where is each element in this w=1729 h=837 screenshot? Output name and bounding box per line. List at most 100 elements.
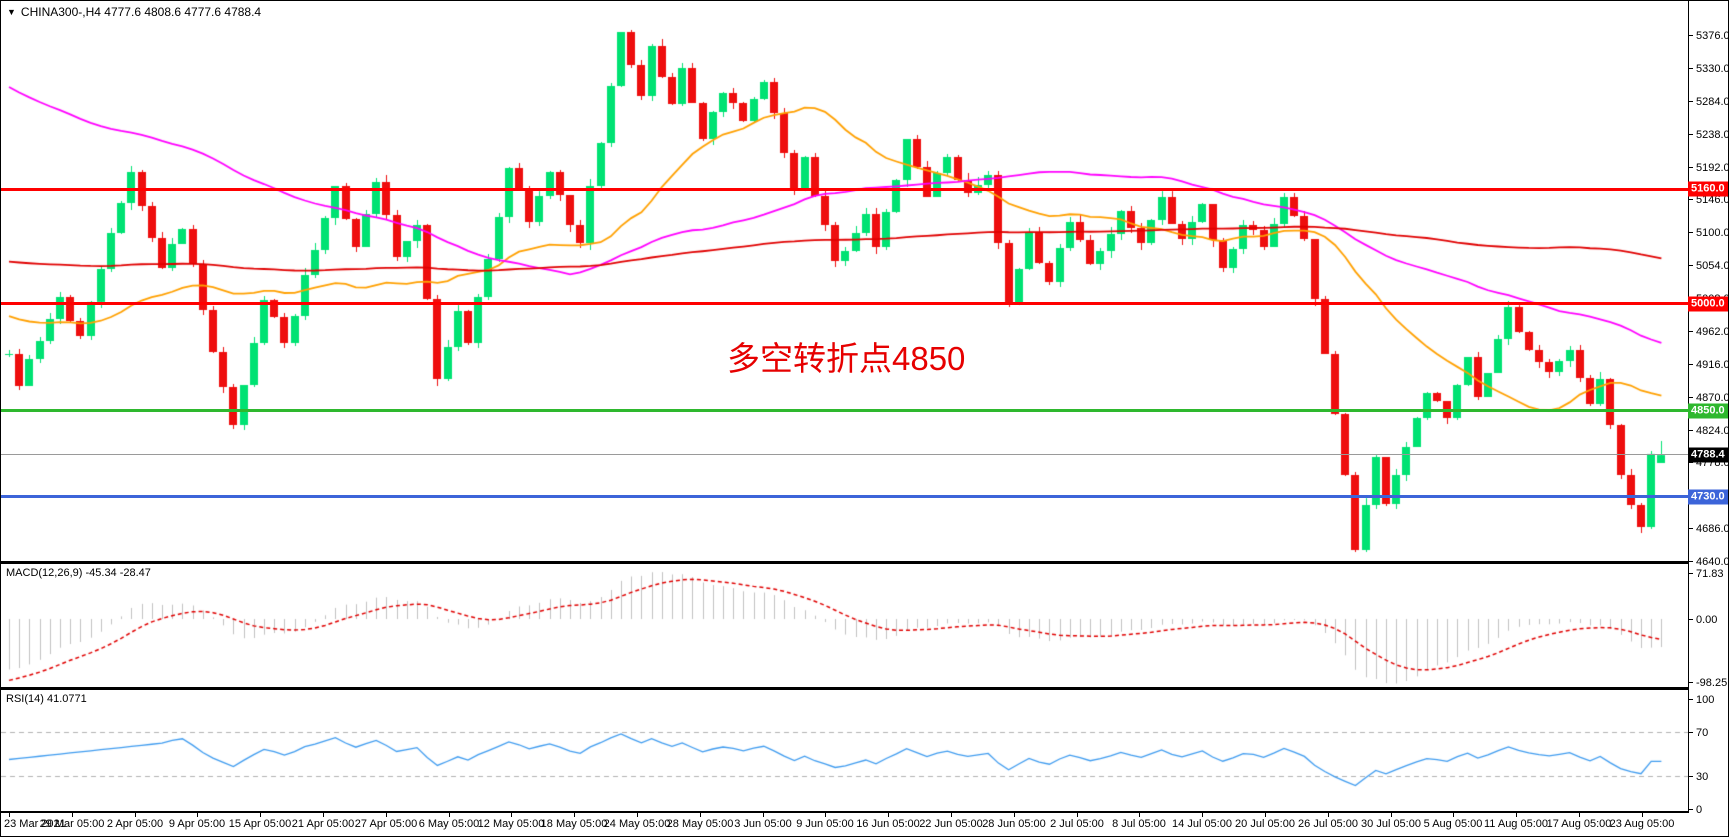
- macd-tick-label: 0.00: [1696, 613, 1718, 626]
- rsi-tick-label-tick: [1688, 776, 1693, 777]
- date-label: 18 May 05:00: [540, 818, 608, 830]
- price-tick-label: 4824.0: [1696, 424, 1729, 437]
- rsi-tick-label: 100: [1696, 693, 1715, 706]
- price-tick-label: 4962.0: [1696, 325, 1729, 338]
- date-label: 21 Apr 05:00: [291, 818, 355, 830]
- hline-pivot-4850[interactable]: [1, 409, 1688, 413]
- hline-support-4730[interactable]: [1, 495, 1688, 499]
- price-tick-label: 4870.0: [1696, 391, 1729, 404]
- macd-name: MACD(12,26,9): [6, 567, 83, 579]
- hline-current-price: [1, 454, 1688, 456]
- rsi-panel[interactable]: RSI(14) 41.0771: [1, 690, 1688, 811]
- price-tick-label: 5284.0: [1696, 95, 1729, 108]
- price-tick-label-tick: [1688, 430, 1693, 431]
- price-tick-label-tick: [1688, 364, 1693, 365]
- macd-tick-label-tick: [1688, 573, 1693, 574]
- main-chart-panel[interactable]: ▼ CHINA300-,H4 4777.6 4808.6 4777.6 4788.…: [1, 1, 1688, 561]
- price-scale[interactable]: 5376.0 5330.0 5284.0 5238.0 5192.0 5146.0 5100…: [1688, 1, 1729, 816]
- date-label: 23 Aug 05:00: [1609, 818, 1675, 830]
- price-tick-label-tick: [1688, 528, 1693, 529]
- date-tick: [1579, 813, 1580, 817]
- price-tick-label: 4686.0: [1696, 522, 1729, 535]
- rsi-label: RSI(14) 41.0771: [6, 693, 87, 705]
- date-tick: [888, 813, 889, 817]
- date-tick: [825, 813, 826, 817]
- price-badge-5000.0: 5000.0: [1688, 296, 1728, 312]
- rsi-tick-label: 0: [1696, 803, 1703, 816]
- date-label: 28 Jun 05:00: [982, 818, 1046, 830]
- macd-values: -45.34 -28.47: [85, 567, 151, 579]
- date-tick: [637, 813, 638, 817]
- date-label: 5 Aug 05:00: [1423, 818, 1483, 830]
- price-badge-5160.0: 5160.0: [1688, 181, 1728, 197]
- date-label: 24 May 05:00: [603, 818, 671, 830]
- date-tick: [1453, 813, 1454, 817]
- price-tick-label: 4916.0: [1696, 358, 1729, 371]
- date-label: 29 Mar 05:00: [39, 818, 105, 830]
- price-tick-label-tick: [1688, 561, 1693, 562]
- panel-separator-2[interactable]: [1, 687, 1688, 690]
- date-label: 12 May 05:00: [477, 818, 545, 830]
- price-tick-label-tick: [1688, 331, 1693, 332]
- date-tick: [1265, 813, 1266, 817]
- date-tick: [574, 813, 575, 817]
- price-tick-label-tick: [1688, 397, 1693, 398]
- price-tick-label-tick: [1688, 68, 1693, 69]
- date-tick: [323, 813, 324, 817]
- price-tick-label-tick: [1688, 167, 1693, 168]
- date-label: 23 Mar 2021: [4, 818, 66, 830]
- price-badge-4788.4: 4788.4: [1688, 447, 1728, 463]
- price-tick-label-tick: [1688, 101, 1693, 102]
- macd-tick-label: -98.25: [1696, 676, 1728, 689]
- price-tick-label: 5100.0: [1696, 226, 1729, 239]
- date-tick: [135, 813, 136, 817]
- candlestick-canvas[interactable]: [1, 1, 1688, 561]
- date-label: 28 May 05:00: [666, 818, 734, 830]
- date-tick: [951, 813, 952, 817]
- date-label: 3 Jun 05:00: [734, 818, 792, 830]
- symbol-marker-icon: ▼: [7, 7, 16, 17]
- price-tick-label: 5192.0: [1696, 161, 1729, 174]
- price-tick-label: 4640.0: [1696, 555, 1729, 568]
- price-tick-label: 5330.0: [1696, 62, 1729, 75]
- rsi-name: RSI(14): [6, 693, 44, 705]
- panel-separator-3: [1, 811, 1688, 813]
- hline-resistance-5160[interactable]: [1, 187, 1688, 191]
- price-tick-label: 5238.0: [1696, 128, 1729, 141]
- macd-panel[interactable]: MACD(12,26,9) -45.34 -28.47: [1, 564, 1688, 687]
- date-label: 9 Apr 05:00: [168, 818, 226, 830]
- price-tick-label-tick: [1688, 199, 1693, 200]
- time-axis[interactable]: 23 Mar 2021 29 Mar 05:00 2 Apr 05:00 9 Apr …: [1, 813, 1728, 836]
- price-tick-label-tick: [1688, 265, 1693, 266]
- rsi-tick-label-tick: [1688, 809, 1693, 810]
- annotation-text: 多空转折点4850: [727, 340, 966, 377]
- price-tick-label-tick: [1688, 232, 1693, 233]
- date-tick: [260, 813, 261, 817]
- macd-tick-label-tick: [1688, 682, 1693, 683]
- date-tick: [449, 813, 450, 817]
- hline-support-5000[interactable]: [1, 302, 1688, 306]
- price-badge-4850.0: 4850.0: [1688, 403, 1728, 419]
- chart-title: ▼ CHINA300-,H4 4777.6 4808.6 4777.6 4788.…: [7, 5, 261, 19]
- date-label: 22 Jun 05:00: [919, 818, 983, 830]
- rsi-tick-label: 30: [1696, 770, 1709, 783]
- date-label: 16 Jun 05:00: [856, 818, 920, 830]
- date-label: 15 Apr 05:00: [228, 818, 292, 830]
- date-label: 30 Jul 05:00: [1361, 818, 1421, 830]
- date-label: 17 Aug 05:00: [1546, 818, 1612, 830]
- date-tick: [72, 813, 73, 817]
- date-label: 14 Jul 05:00: [1172, 818, 1232, 830]
- date-label: 8 Jul 05:00: [1112, 818, 1166, 830]
- price-tick-label: 5376.0: [1696, 29, 1729, 42]
- date-tick: [1328, 813, 1329, 817]
- panel-separator-1[interactable]: [1, 561, 1688, 564]
- symbol-ohlc-text: CHINA300-,H4 4777.6 4808.6 4777.6 4788.4: [20, 5, 262, 19]
- date-label: 9 Jun 05:00: [796, 818, 854, 830]
- price-badge-4730.0: 4730.0: [1688, 489, 1728, 505]
- date-tick: [9, 813, 10, 817]
- macd-canvas[interactable]: [1, 564, 1688, 687]
- price-tick-label-tick: [1688, 134, 1693, 135]
- date-tick: [700, 813, 701, 817]
- rsi-canvas[interactable]: [1, 690, 1688, 811]
